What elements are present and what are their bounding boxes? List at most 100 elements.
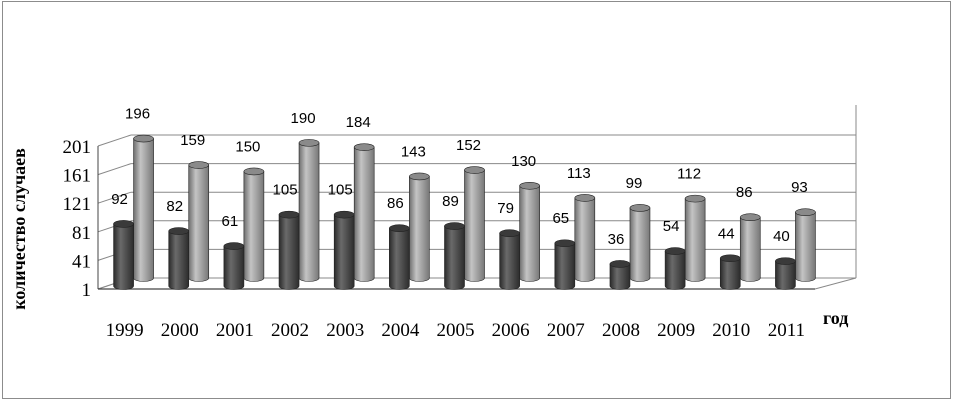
x-tick-label: 1999 (106, 320, 144, 341)
bar-top (664, 247, 686, 255)
bar-top (168, 227, 190, 235)
bar-body (168, 230, 190, 290)
bar-series-1 (554, 239, 576, 290)
bar-body (464, 169, 485, 282)
bar-top (684, 194, 706, 203)
bar-body (795, 211, 816, 282)
y-tick-label: 41 (72, 251, 91, 272)
bar-body (353, 146, 375, 282)
bar-series-2 (353, 143, 375, 282)
bar-series-1 (278, 210, 300, 290)
bar-layer (113, 134, 816, 290)
bar-series-1 (223, 242, 245, 290)
x-axis-label: год (823, 308, 848, 328)
bar-top (629, 204, 651, 212)
data-label-series-2: 190 (291, 110, 316, 127)
bar-top (188, 161, 210, 169)
x-tick-label: 2000 (161, 320, 199, 341)
bar-series-1 (499, 229, 520, 290)
bar-series-2 (243, 167, 265, 282)
x-tick-label: 2004 (381, 320, 420, 341)
bar-series-2 (739, 213, 761, 282)
bar-series-1 (775, 257, 796, 290)
bar-body (409, 176, 430, 282)
y-tick-label: 81 (72, 223, 91, 244)
bar-series-2 (464, 166, 485, 282)
bar-body (499, 232, 520, 290)
bar-top (775, 257, 796, 265)
bar-top (609, 260, 631, 268)
data-label-series-2: 93 (791, 179, 808, 196)
bar-top (464, 166, 485, 174)
data-label-series-1: 89 (442, 193, 459, 210)
data-label-series-2: 152 (456, 137, 481, 154)
bar-body (223, 245, 245, 290)
bar-body (775, 260, 796, 290)
x-tick-label: 2009 (657, 320, 695, 341)
bar-top (795, 208, 816, 217)
bar-series-1 (664, 247, 686, 290)
bar-body (389, 227, 410, 290)
bar-series-2 (684, 194, 706, 282)
data-label-series-2: 113 (567, 165, 591, 182)
bar-body (629, 207, 651, 282)
bar-top (133, 134, 154, 143)
bar-top (719, 254, 741, 263)
bar-body (664, 250, 686, 290)
x-tick-label: 2003 (326, 320, 364, 341)
bar-series-1 (609, 260, 631, 290)
data-label-series-2: 159 (180, 132, 205, 149)
bar-series-2 (409, 172, 430, 282)
data-label-series-2: 150 (235, 138, 260, 155)
data-label-series-1: 44 (718, 225, 735, 242)
bar-body (298, 142, 320, 282)
data-label-series-1: 86 (387, 195, 404, 212)
bar-body (609, 263, 631, 290)
bar-body (574, 197, 596, 282)
bar-top (333, 210, 355, 219)
data-label-series-2: 143 (401, 143, 426, 160)
bar-series-2 (133, 134, 154, 282)
y-axis-label: количество случаев (9, 148, 29, 310)
data-label-series-1: 105 (328, 182, 353, 199)
bar-series-1 (333, 210, 355, 290)
bar-body (133, 138, 154, 282)
bar-top (574, 194, 596, 202)
bar-series-2 (298, 139, 320, 282)
data-label-series-1: 54 (663, 218, 680, 235)
bar-top (389, 224, 410, 233)
chart-svg: 1 41 81 121 161 201 1999 2000 2001 2002 2003 2004 20… (9, 105, 857, 341)
label-layer: 196 92 159 82 150 61 190 105 184 105 143 86 152 89 130… (111, 106, 808, 248)
grid-diagonal (97, 163, 132, 176)
x-tick-label: 2001 (216, 320, 254, 341)
data-label-series-2: 196 (125, 106, 150, 123)
x-tick-label: 2005 (437, 320, 475, 341)
bar-body (333, 214, 355, 290)
data-label-series-2: 130 (511, 153, 536, 170)
grid-diagonal (97, 134, 132, 147)
y-tick-label: 121 (63, 194, 92, 215)
bar-body (243, 171, 265, 282)
bar-body (278, 214, 300, 290)
bar-body (554, 242, 576, 290)
x-tick-label: 2002 (271, 320, 309, 341)
x-tick-label: 2008 (602, 320, 640, 341)
data-label-series-1: 82 (166, 198, 183, 215)
data-label-series-1: 40 (773, 228, 790, 245)
bar-body (444, 225, 465, 290)
tick-layer: 1 41 81 121 161 201 1999 2000 2001 2002 2003 2004 20… (63, 137, 806, 341)
data-label-series-1: 79 (497, 200, 514, 217)
bar-body (719, 257, 741, 290)
bar-top (243, 167, 265, 176)
bar-series-1 (168, 227, 190, 290)
bar-top (409, 172, 430, 181)
bar-series-1 (113, 220, 134, 290)
bar-body (739, 216, 761, 282)
bar-body (113, 223, 134, 290)
bar-series-2 (629, 204, 651, 282)
y-tick-label: 161 (63, 166, 92, 187)
x-tick-label: 2007 (547, 320, 585, 341)
bar-series-1 (389, 224, 410, 290)
y-tick-label: 201 (63, 137, 92, 158)
